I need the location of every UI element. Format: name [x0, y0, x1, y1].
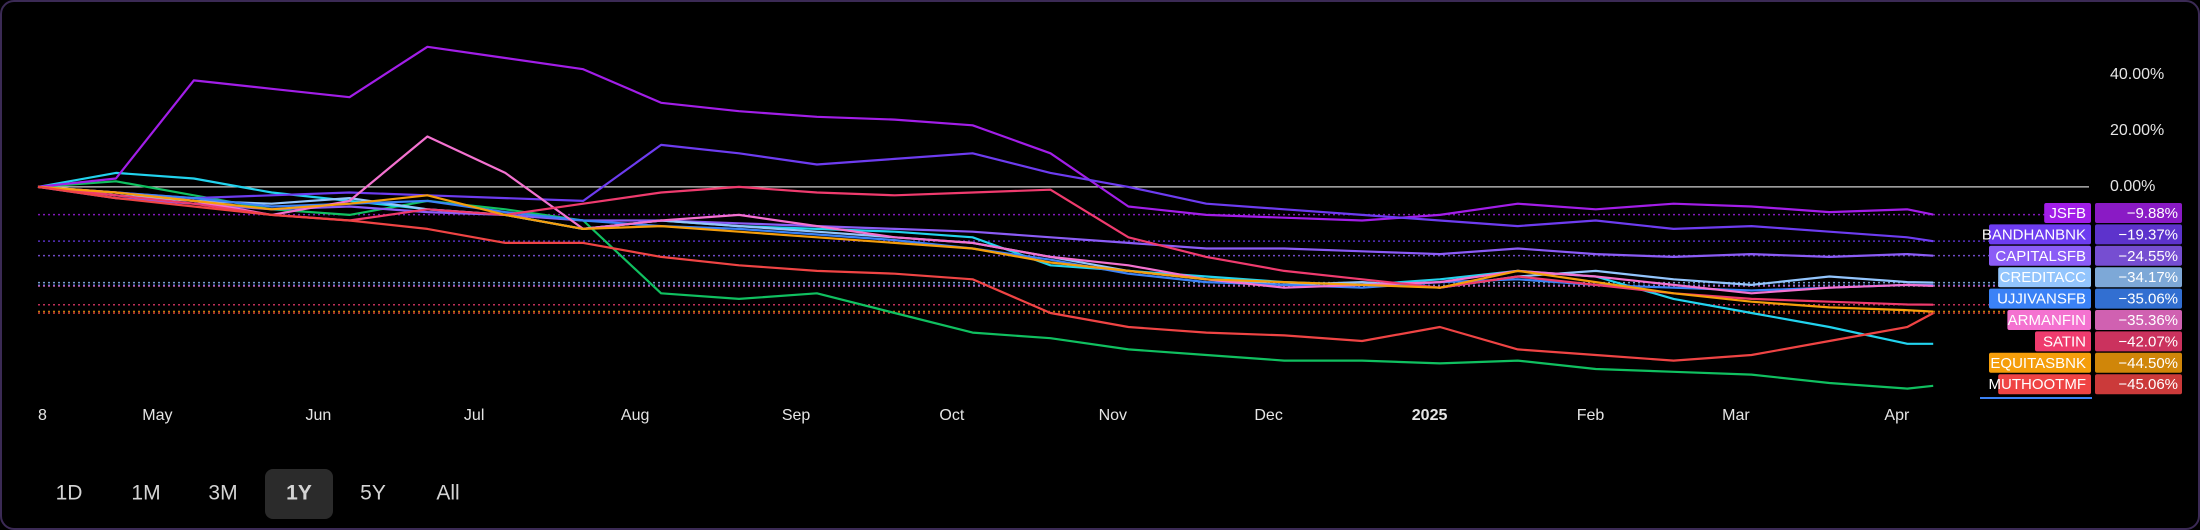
range-button[interactable]: 5Y: [360, 482, 386, 505]
series-line: [37, 45, 1934, 222]
end-label-name-bg: [1989, 352, 2091, 373]
end-label-name: UJJIVANSFB: [1997, 291, 2086, 308]
end-label-value-bg: [2095, 203, 2182, 223]
end-label-name: MUTHOOTMF: [1989, 376, 2086, 393]
x-tick-label: May: [142, 407, 172, 424]
y-tick-label: 0.00%: [2110, 178, 2155, 195]
end-label-name: CAPITALSFB: [1995, 248, 2086, 265]
x-tick-label: Mar: [1722, 407, 1750, 424]
end-label-name-bg: [2044, 203, 2091, 223]
x-tick-label: Jun: [305, 407, 331, 424]
x-tick-label: Feb: [1577, 407, 1605, 424]
end-label-value: −42.07%: [2118, 333, 2178, 350]
y-tick-label: 20.00%: [2110, 122, 2164, 139]
end-label: CAPITALSFB −24.55%: [1989, 245, 2182, 266]
end-label-value-bg: [2095, 331, 2182, 352]
series-line: [37, 135, 1934, 295]
range-button-bg[interactable]: [265, 469, 333, 519]
series-line: [37, 185, 1934, 313]
end-label: UJJIVANSFB −35.06%: [1989, 288, 2182, 309]
range-button[interactable]: All: [436, 482, 459, 505]
end-label-name: ARMANFIN: [2008, 312, 2086, 329]
end-label-name: SATIN: [2043, 333, 2086, 350]
x-tick-label: Oct: [939, 407, 964, 424]
end-label-name-bg: [1989, 245, 2091, 266]
x-tick-label: Jul: [464, 407, 484, 424]
end-label-value-bg: [2095, 267, 2182, 288]
end-label-name: JSFB: [2049, 205, 2086, 222]
x-tick-label: Sep: [782, 407, 811, 424]
range-button[interactable]: 1Y: [286, 482, 312, 505]
end-label-value: −24.55%: [2118, 248, 2178, 265]
end-label-name-bg: [2007, 310, 2091, 330]
series-line: [37, 185, 1934, 362]
end-label: ARMANFIN −35.36%: [2007, 310, 2182, 330]
end-label-name: CREDITACC: [2000, 269, 2087, 286]
x-tick-label: Dec: [1254, 407, 1282, 424]
end-label-value-bg: [2095, 245, 2182, 266]
x-tick-label: Apr: [1884, 407, 1910, 424]
series-line: [37, 185, 1934, 292]
end-label-value-bg: [2095, 310, 2182, 330]
end-label-value: −35.36%: [2118, 312, 2178, 329]
end-label-value: −9.88%: [2127, 205, 2178, 222]
range-button[interactable]: 1D: [56, 482, 83, 505]
end-label: SATIN −42.07%: [2035, 331, 2182, 352]
end-label-name-bg: [1998, 374, 2091, 395]
end-label: JSFB −9.88%: [2044, 203, 2182, 223]
x-tick-label: Aug: [621, 407, 649, 424]
range-button[interactable]: 3M: [208, 482, 237, 505]
end-label-name-bg: [2035, 331, 2091, 352]
end-label-value-bg: [2095, 288, 2182, 309]
range-button[interactable]: 1M: [131, 482, 160, 505]
x-tick-label: 2025: [1412, 407, 1448, 424]
end-label-name: EQUITASBNK: [1990, 355, 2086, 372]
end-label-value: −19.37%: [2118, 226, 2178, 243]
end-label-value-bg: [2095, 352, 2182, 373]
end-label-value: −34.17%: [2118, 269, 2178, 286]
end-label: EQUITASBNK −44.50%: [1989, 352, 2182, 373]
end-label-name-bg: [1989, 288, 2091, 309]
end-label-value: −45.06%: [2118, 376, 2178, 393]
series-line: [37, 143, 1934, 243]
end-label-value: −35.06%: [2118, 291, 2178, 308]
y-tick-label: 40.00%: [2110, 66, 2164, 83]
x-tick-label: Nov: [1099, 407, 1127, 424]
x-tick-label: 8: [38, 407, 47, 424]
end-label: CREDITACC −34.17%: [1998, 267, 2182, 288]
series-line: [37, 185, 1934, 258]
end-label-name-bg: [1998, 267, 2091, 288]
end-label: BANDHANBNK −19.37%: [1982, 224, 2182, 245]
end-label-value: −44.50%: [2118, 355, 2178, 372]
end-label: MUTHOOTMF −45.06%: [1989, 374, 2182, 395]
series-line: [37, 171, 1934, 345]
end-label-name-bg: [1989, 224, 2091, 245]
series-line: [37, 185, 1934, 289]
series-line: [37, 180, 1934, 390]
end-label-value-bg: [2095, 224, 2182, 245]
end-label-name: BANDHANBNK: [1982, 226, 2086, 243]
end-label-value-bg: [2095, 374, 2182, 395]
